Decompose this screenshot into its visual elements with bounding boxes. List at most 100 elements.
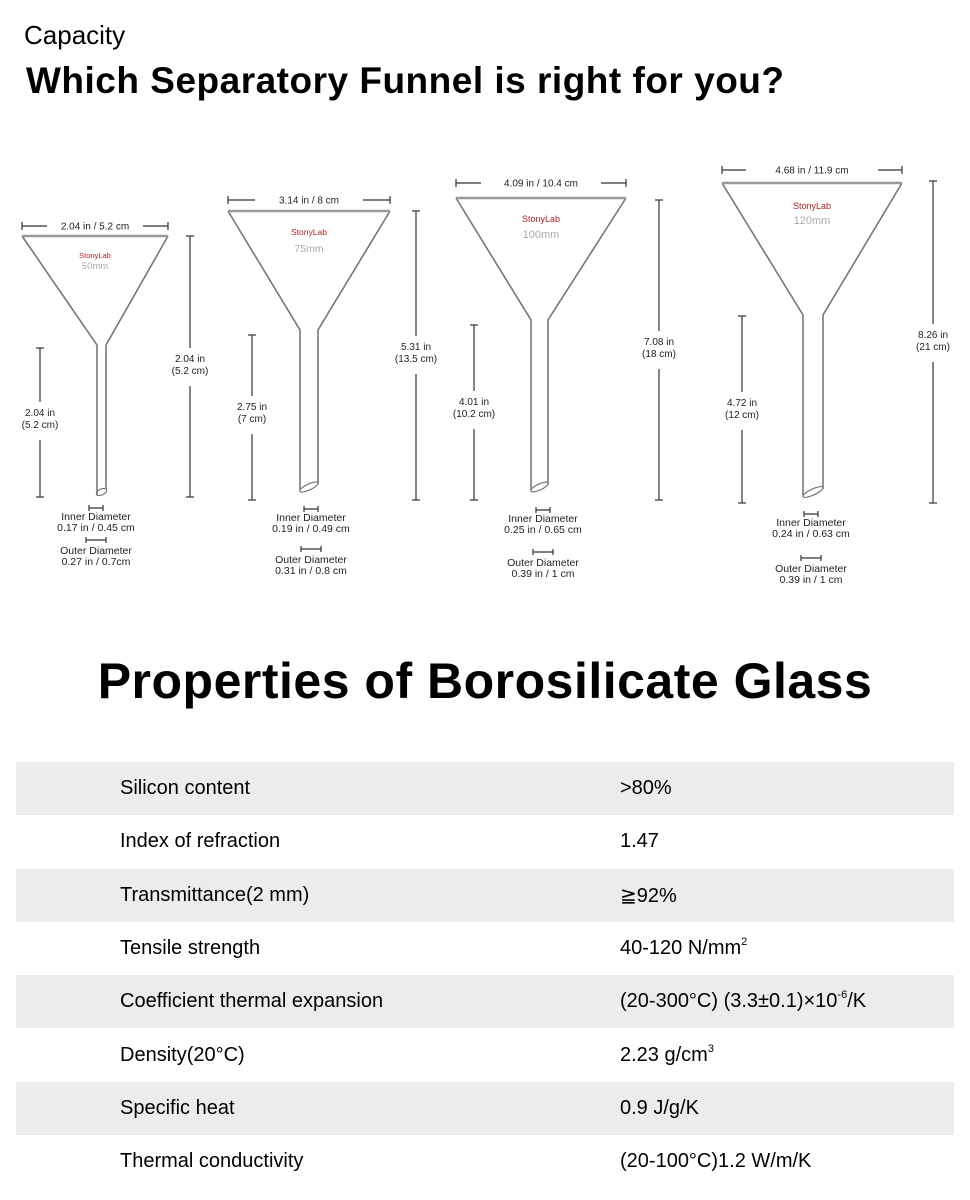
value-text: 0.9 J/g/K [620, 1096, 699, 1119]
property-label: Specific heat [120, 1096, 235, 1119]
inner-diameter-marker [88, 505, 104, 511]
inner-diameter-marker [303, 506, 319, 512]
value-text: 1.47 [620, 830, 659, 853]
property-value: 40-120 N/mm2 [620, 937, 747, 960]
table-row: Specific heat 0.9 J/g/K [16, 1081, 954, 1136]
property-label: Transmittance(2 mm) [120, 883, 310, 906]
funnel-size-label: 100mm [523, 229, 560, 241]
value-text: (20-100°C)1.2 W/m/K [620, 1150, 812, 1173]
height-dimension-label-cm: (18 cm) [642, 349, 676, 360]
properties-table: Silicon content >80% Index of refraction 1.… [16, 762, 954, 1188]
brand-logo: StonyLab [522, 214, 560, 224]
inner-diameter-label: Inner Diameter [776, 517, 846, 529]
funnel-size-label: 120mm [794, 215, 831, 227]
table-row: Silicon content >80% [16, 762, 954, 816]
inner-diameter-label: Inner Diameter [276, 512, 346, 524]
outer-diameter-value: 0.31 in / 0.8 cm [275, 565, 347, 577]
stem-dimension-label-cm: (7 cm) [238, 414, 266, 425]
table-row: Thermal conductivity (20-100°C)1.2 W/m/K [16, 1135, 954, 1188]
outer-diameter-value: 0.39 in / 1 cm [511, 568, 574, 580]
property-value: 0.9 J/g/K [620, 1097, 699, 1120]
outer-diameter-label: Outer Diameter [275, 554, 347, 566]
stem-dimension-label: 4.01 in [459, 397, 489, 408]
property-label: Silicon content [120, 777, 251, 800]
value-superscript: 2 [741, 936, 748, 949]
width-dimension-label: 2.04 in / 5.2 cm [61, 222, 129, 233]
outer-diameter-marker [85, 537, 107, 543]
inner-diameter-value: 0.19 in / 0.49 cm [272, 523, 350, 535]
property-label: Index of refraction [120, 830, 281, 853]
value-text: >80% [620, 777, 672, 800]
outer-diameter-value: 0.39 in / 1 cm [779, 574, 842, 586]
property-label: Thermal conductivity [120, 1150, 304, 1173]
funnel-size-label: 50mm [82, 261, 108, 272]
inner-diameter-value: 0.25 in / 0.65 cm [504, 524, 582, 536]
funnel-stem-tip [95, 487, 108, 497]
value-superscript: 3 [707, 1042, 714, 1055]
properties-title: Properties of Borosilicate Glass [97, 653, 873, 709]
inner-diameter-marker [535, 507, 551, 513]
width-dimension-label: 3.14 in / 8 cm [279, 196, 339, 207]
stem-dimension-label-cm: (12 cm) [725, 410, 759, 421]
stem-dimension-label: 2.04 in [25, 408, 55, 419]
property-value: 2.23 g/cm3 [620, 1042, 714, 1067]
funnel-stem-tip [299, 481, 319, 493]
outer-diameter-marker [300, 546, 322, 552]
table-row: Index of refraction 1.47 [16, 815, 954, 868]
property-label: Density(20°C) [120, 1043, 245, 1066]
stem-dimension-label-cm: (10.2 cm) [453, 409, 495, 420]
outer-diameter-marker [800, 555, 822, 561]
funnel-outline [721, 182, 903, 495]
outer-diameter-value: 0.27 in / 0.7cm [62, 556, 131, 568]
outer-diameter-marker [532, 549, 554, 555]
value-text: ≧92% [620, 884, 677, 907]
height-dimension-label: 7.08 in [644, 337, 674, 348]
stem-dimension-label: 2.75 in [237, 402, 267, 413]
property-label: Tensile strength [120, 937, 261, 960]
height-dimension-label: 8.26 in [918, 330, 948, 341]
brand-logo: StonyLab [291, 227, 327, 237]
height-dimension-label-cm: (21 cm) [916, 342, 950, 353]
height-dimension-label: 2.04 in [175, 354, 205, 365]
value-text: 40-120 N/mm [620, 937, 742, 960]
stem-dimension-label-cm: (5.2 cm) [22, 420, 59, 431]
table-row: Coefficient thermal expansion (20-300°C) … [16, 975, 954, 1029]
height-dimension-label-cm: (5.2 cm) [172, 366, 209, 377]
width-dimension-label: 4.09 in / 10.4 cm [504, 179, 578, 190]
value-text: 2.23 g/cm [620, 1043, 708, 1066]
outer-diameter-label: Outer Diameter [507, 557, 579, 569]
height-dimension-label: 5.31 in [401, 342, 431, 353]
width-dimension-label: 4.68 in / 11.9 cm [775, 166, 848, 177]
funnel-size-label: 75mm [294, 243, 323, 255]
property-value: >80% [620, 777, 672, 800]
funnel-outline [21, 235, 169, 495]
stem-dimension-label: 4.72 in [727, 398, 757, 409]
table-row: Density(20°C) 2.23 g/cm3 [16, 1028, 954, 1081]
funnel-stem-tip [802, 486, 824, 498]
value-superscript: -6 [837, 989, 848, 1002]
inner-diameter-value: 0.24 in / 0.63 cm [772, 528, 850, 540]
property-value: ≧92% [620, 883, 677, 908]
property-label: Coefficient thermal expansion [120, 990, 384, 1013]
property-value: (20-100°C)1.2 W/m/K [620, 1150, 811, 1173]
inner-diameter-marker [803, 511, 819, 517]
height-dimension-label-cm: (13.5 cm) [395, 354, 437, 365]
page-title: Which Separatory Funnel is right for you… [26, 60, 785, 101]
property-value: (20-300°C) (3.3±0.1)×10-6/K [620, 990, 866, 1013]
outer-diameter-label: Outer Diameter [60, 545, 132, 557]
inner-diameter-label: Inner Diameter [508, 513, 578, 525]
value-unit: /K [847, 990, 867, 1013]
brand-logo: StonyLab [79, 251, 111, 260]
funnel-outline [455, 197, 627, 490]
table-row: Transmittance(2 mm) ≧92% [16, 868, 954, 922]
brand-logo: StonyLab [793, 201, 831, 211]
value-text: (20-300°C) (3.3±0.1)×10 [620, 990, 838, 1013]
funnel-outline [227, 210, 391, 490]
inner-diameter-label: Inner Diameter [61, 511, 131, 523]
property-value: 1.47 [620, 830, 659, 853]
outer-diameter-label: Outer Diameter [775, 563, 847, 575]
inner-diameter-value: 0.17 in / 0.45 cm [57, 522, 135, 534]
table-row: Tensile strength 40-120 N/mm2 [16, 922, 954, 975]
funnel-stem-tip [530, 481, 549, 493]
